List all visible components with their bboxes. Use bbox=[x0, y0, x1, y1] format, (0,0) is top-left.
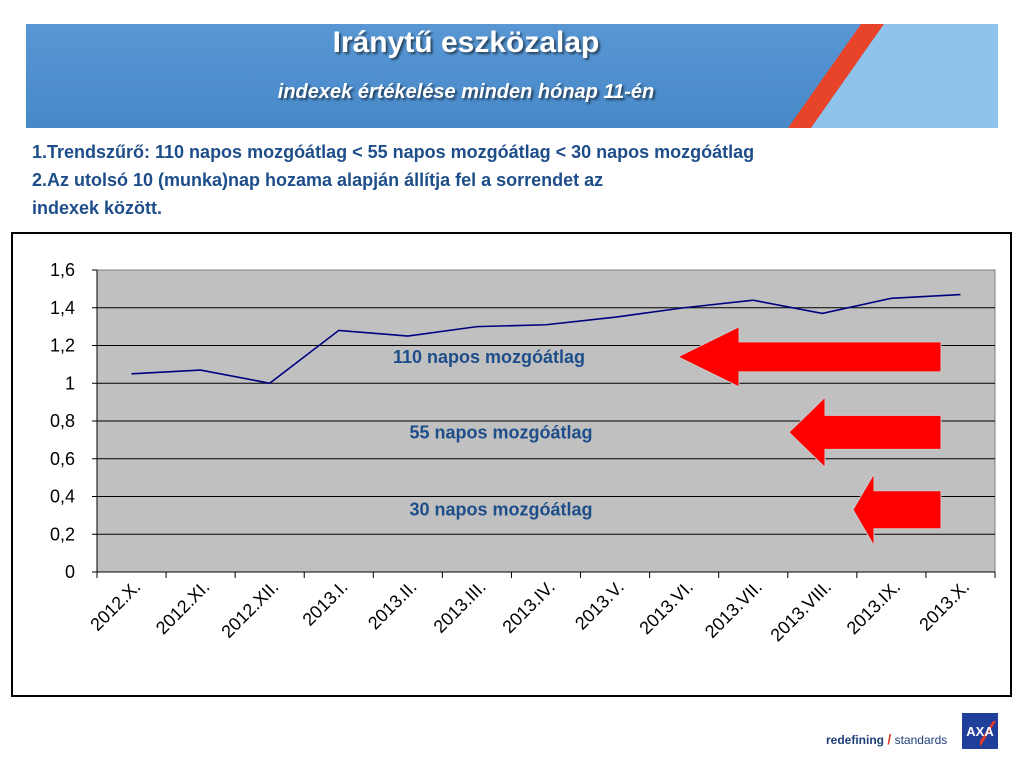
brand-word-2: standards bbox=[894, 733, 948, 747]
page-title: Iránytű eszközalap bbox=[332, 26, 600, 59]
annotation-label: 55 napos mozgóátlag bbox=[409, 422, 592, 442]
header-banner: Iránytű eszközalap indexek értékelése mi… bbox=[26, 24, 998, 128]
series-line bbox=[131, 293, 961, 385]
x-tick-label: 2013.II. bbox=[364, 577, 421, 634]
page-subtitle: indexek értékelése minden hónap 11-én bbox=[277, 81, 655, 103]
y-tick-label: 0,6 bbox=[50, 449, 75, 469]
x-tick-label: 2013.V. bbox=[571, 577, 628, 634]
x-tick-label: 2013.VIII. bbox=[767, 577, 836, 646]
description-line-1: 1.Trendszűrő: 110 napos mozgóátlag < 55 … bbox=[32, 142, 755, 162]
y-tick-label: 0 bbox=[65, 562, 75, 582]
x-tick-label: 2013.VII. bbox=[701, 577, 766, 642]
annotation-label: 110 napos mozgóátlag bbox=[393, 347, 585, 367]
description-line-2: 2.Az utolsó 10 (munka)nap hozama alapján… bbox=[32, 170, 604, 190]
y-tick-label: 0,2 bbox=[50, 524, 75, 544]
x-tick-label: 2013.IV. bbox=[498, 577, 558, 637]
footer-brand: redefining / standards bbox=[826, 731, 947, 747]
logo-text: AXA bbox=[966, 724, 994, 739]
y-tick-label: 1,4 bbox=[50, 298, 75, 318]
description-line-3: indexek között. bbox=[32, 198, 163, 218]
x-tick-label: 2013.I. bbox=[299, 577, 352, 630]
x-tick-label: 2013.VI. bbox=[635, 577, 697, 639]
x-tick-label: 2012.X. bbox=[86, 577, 144, 635]
axa-logo: AXA bbox=[962, 713, 998, 749]
red-stripe bbox=[788, 24, 884, 128]
x-tick-label: 2012.XI. bbox=[152, 577, 214, 639]
description: 1.Trendszűrő: 110 napos mozgóátlag < 55 … bbox=[32, 138, 992, 222]
light-blue-panel bbox=[811, 24, 998, 128]
chart-frame: 0 0,2 0,4 0,6 0,8 1 1,2 1,4 1,6 2012.X. 2012.XI. 20… bbox=[11, 232, 1012, 697]
annotation-arrow bbox=[788, 396, 942, 469]
x-tick-label: 2012.XII. bbox=[217, 577, 282, 642]
x-tick-label: 2013.III. bbox=[430, 577, 490, 637]
logo-red-slash bbox=[980, 721, 996, 747]
annotation-arrow bbox=[852, 471, 942, 548]
brand-slash: / bbox=[887, 731, 892, 747]
banner-stripes bbox=[788, 24, 998, 128]
x-tick-label: 2013.IX. bbox=[843, 577, 905, 639]
y-tick-label: 1,2 bbox=[50, 336, 75, 356]
x-tick-label: 2013.X. bbox=[915, 577, 973, 635]
y-tick-label: 1,6 bbox=[50, 260, 75, 280]
annotation-arrow bbox=[676, 326, 942, 388]
y-tick-label: 0,4 bbox=[50, 487, 75, 507]
annotation-label: 30 napos mozgóátlag bbox=[409, 500, 592, 520]
brand-word-1: redefining bbox=[826, 733, 885, 747]
y-tick-label: 1 bbox=[65, 373, 75, 393]
y-tick-label: 0,8 bbox=[50, 411, 75, 431]
